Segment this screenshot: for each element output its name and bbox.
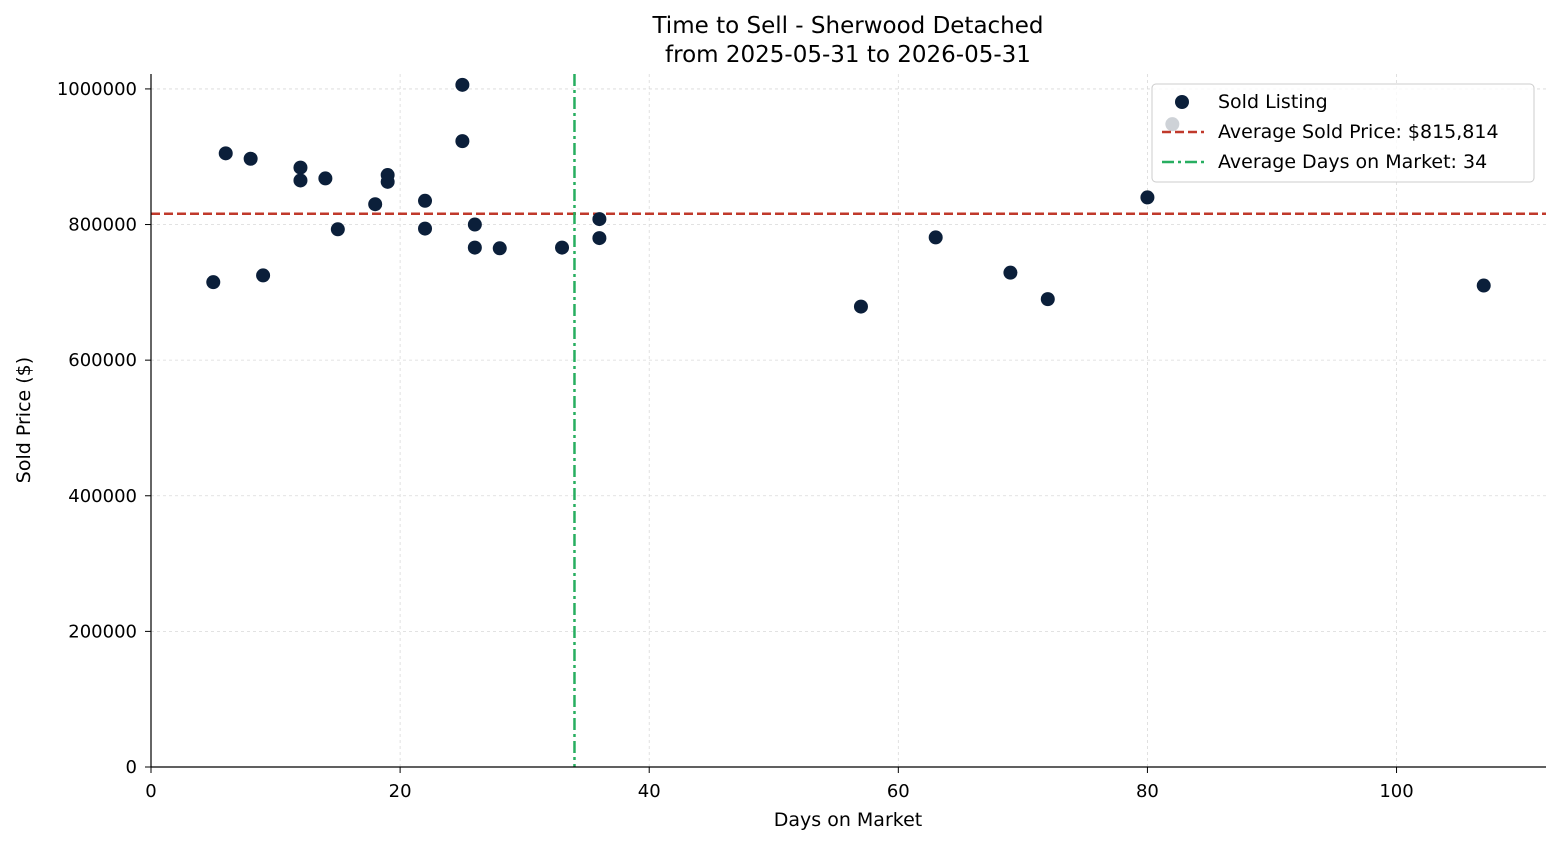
x-tick-label: 100 [1379, 781, 1413, 802]
reference-lines [151, 74, 1546, 767]
data-point [293, 160, 308, 175]
x-tick-label: 60 [887, 781, 910, 802]
data-point [467, 240, 482, 255]
data-point [467, 217, 482, 232]
data-point [256, 268, 271, 283]
axes [145, 74, 1546, 773]
y-tick-label: 400000 [68, 486, 137, 507]
y-tick-label: 800000 [68, 215, 137, 236]
data-point [206, 275, 221, 290]
y-tick-label: 0 [126, 757, 137, 778]
data-point [455, 77, 470, 92]
x-tick-label: 20 [389, 781, 412, 802]
legend-marker-sold-listing [1175, 95, 1189, 109]
x-axis-label: Days on Market [774, 809, 922, 831]
y-axis-label: Sold Price ($) [13, 357, 35, 483]
data-point [418, 221, 433, 236]
data-point [218, 146, 233, 161]
data-point [330, 222, 345, 237]
data-point [1476, 278, 1491, 293]
data-point [1003, 265, 1018, 280]
data-point [1040, 292, 1055, 307]
x-tick-label: 0 [145, 781, 156, 802]
data-point [368, 197, 383, 212]
data-point [455, 134, 470, 149]
legend-label-sold-listing: Sold Listing [1218, 91, 1328, 113]
data-point [318, 171, 333, 186]
x-tick-label: 80 [1136, 781, 1159, 802]
y-tick-label: 1000000 [57, 79, 137, 100]
x-tick-label: 40 [638, 781, 661, 802]
data-point [1140, 190, 1155, 205]
legend: Sold Listing Average Sold Price: $815,81… [1151, 83, 1535, 183]
data-point [243, 151, 258, 166]
data-point [853, 299, 868, 314]
chart-subtitle: from 2025-05-31 to 2026-05-31 [665, 42, 1031, 68]
grid-lines [151, 74, 1546, 767]
y-tick-label: 600000 [68, 350, 137, 371]
y-tick-label: 200000 [68, 621, 137, 642]
data-point [380, 174, 395, 189]
legend-box [1151, 83, 1535, 183]
legend-label-avg-price: Average Sold Price: $815,814 [1218, 121, 1499, 143]
data-point [418, 193, 433, 208]
legend-label-avg-days: Average Days on Market: 34 [1218, 151, 1487, 173]
data-point [592, 231, 607, 246]
data-point [555, 240, 570, 255]
data-point [492, 241, 507, 256]
data-point [293, 173, 308, 188]
data-point [592, 212, 607, 227]
data-point [928, 230, 943, 245]
chart-title: Time to Sell - Sherwood Detached [651, 13, 1043, 39]
tick-labels: 0 20 40 60 80 100 0 200000 400000 600000 800000 100… [57, 79, 1414, 802]
